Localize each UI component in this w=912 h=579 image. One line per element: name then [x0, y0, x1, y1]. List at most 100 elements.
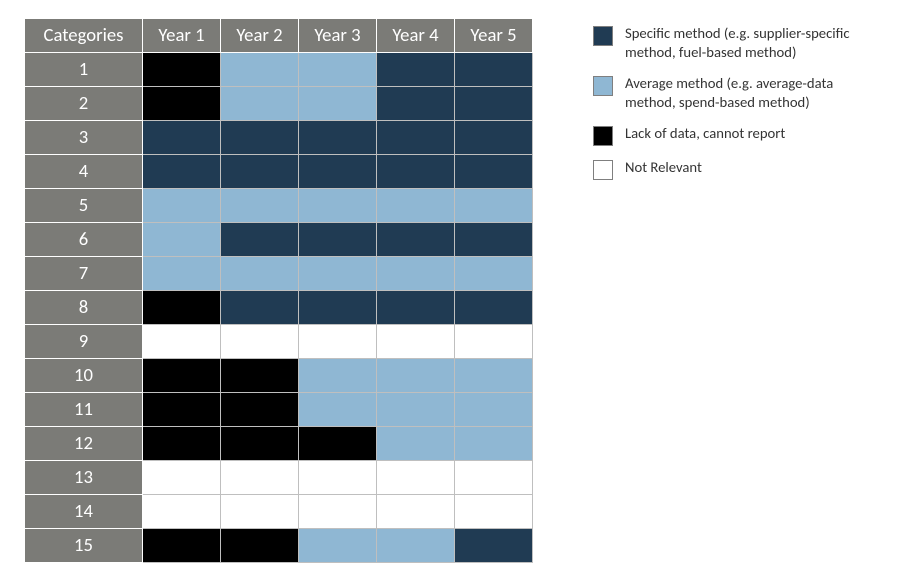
heatmap-cell [221, 393, 299, 427]
row-label: 9 [25, 325, 143, 359]
heatmap-cell [455, 189, 533, 223]
row-header-title: Categories [25, 19, 143, 53]
row-label: 13 [25, 461, 143, 495]
col-header-year: Year 5 [455, 19, 533, 53]
row-label: 8 [25, 291, 143, 325]
heatmap-cell [377, 325, 455, 359]
row-label: 14 [25, 495, 143, 529]
table-row: 1 [25, 53, 533, 87]
heatmap-cell [143, 121, 221, 155]
heatmap-cell [299, 325, 377, 359]
heatmap-cell [377, 189, 455, 223]
table-row: 11 [25, 393, 533, 427]
heatmap-cell [221, 53, 299, 87]
heatmap-cell [455, 53, 533, 87]
legend-label: Specific method (e.g. supplier-specific … [625, 24, 853, 62]
heatmap-cell [299, 223, 377, 257]
heatmap-cell [143, 87, 221, 121]
table-row: 10 [25, 359, 533, 393]
row-label: 15 [25, 529, 143, 563]
legend-swatch [593, 26, 613, 46]
table-row: 14 [25, 495, 533, 529]
heatmap-cell [455, 87, 533, 121]
heatmap-table-wrap: Categories Year 1Year 2Year 3Year 4Year … [24, 18, 533, 561]
heatmap-cell [377, 427, 455, 461]
heatmap-cell [299, 189, 377, 223]
heatmap-cell [221, 257, 299, 291]
heatmap-cell [377, 529, 455, 563]
heatmap-cell [299, 87, 377, 121]
heatmap-cell [455, 359, 533, 393]
table-row: 9 [25, 325, 533, 359]
heatmap-cell [221, 495, 299, 529]
legend-item: Not Relevant [593, 158, 853, 180]
heatmap-cell [455, 393, 533, 427]
heatmap-cell [143, 53, 221, 87]
heatmap-cell [143, 495, 221, 529]
heatmap-cell [377, 155, 455, 189]
row-label: 6 [25, 223, 143, 257]
heatmap-cell [221, 291, 299, 325]
heatmap-cell [455, 529, 533, 563]
heatmap-cell [143, 257, 221, 291]
heatmap-cell [143, 325, 221, 359]
heatmap-cell [143, 461, 221, 495]
heatmap-cell [299, 393, 377, 427]
heatmap-cell [143, 189, 221, 223]
table-row: 2 [25, 87, 533, 121]
heatmap-cell [377, 121, 455, 155]
table-row: 13 [25, 461, 533, 495]
heatmap-cell [299, 155, 377, 189]
heatmap-cell [455, 121, 533, 155]
heatmap-cell [143, 393, 221, 427]
heatmap-cell [455, 223, 533, 257]
row-label: 2 [25, 87, 143, 121]
heatmap-cell [221, 121, 299, 155]
heatmap-cell [299, 495, 377, 529]
legend-swatch [593, 160, 613, 180]
table-row: 4 [25, 155, 533, 189]
heatmap-cell [299, 121, 377, 155]
legend: Specific method (e.g. supplier-specific … [593, 18, 853, 561]
heatmap-cell [455, 427, 533, 461]
heatmap-cell [377, 87, 455, 121]
col-header-year: Year 4 [377, 19, 455, 53]
legend-item: Average method (e.g. average-data method… [593, 74, 853, 112]
heatmap-cell [143, 529, 221, 563]
header-row: Categories Year 1Year 2Year 3Year 4Year … [25, 19, 533, 53]
legend-label: Average method (e.g. average-data method… [625, 74, 853, 112]
heatmap-cell [143, 223, 221, 257]
table-row: 15 [25, 529, 533, 563]
heatmap-body: 123456789101112131415 [25, 53, 533, 563]
heatmap-cell [455, 291, 533, 325]
heatmap-cell [455, 325, 533, 359]
legend-item: Lack of data, cannot report [593, 124, 853, 146]
legend-label: Lack of data, cannot report [625, 124, 785, 143]
row-label: 11 [25, 393, 143, 427]
heatmap-cell [143, 291, 221, 325]
heatmap-cell [377, 393, 455, 427]
heatmap-cell [221, 325, 299, 359]
legend-swatch [593, 76, 613, 96]
table-row: 5 [25, 189, 533, 223]
heatmap-cell [455, 257, 533, 291]
row-label: 5 [25, 189, 143, 223]
heatmap-cell [143, 427, 221, 461]
heatmap-cell [221, 189, 299, 223]
row-label: 12 [25, 427, 143, 461]
table-row: 6 [25, 223, 533, 257]
row-label: 3 [25, 121, 143, 155]
heatmap-cell [221, 461, 299, 495]
table-row: 3 [25, 121, 533, 155]
heatmap-cell [299, 427, 377, 461]
heatmap-cell [377, 461, 455, 495]
heatmap-cell [221, 155, 299, 189]
heatmap-cell [221, 359, 299, 393]
table-row: 12 [25, 427, 533, 461]
row-label: 7 [25, 257, 143, 291]
col-header-year: Year 1 [143, 19, 221, 53]
heatmap-cell [377, 291, 455, 325]
heatmap-cell [299, 53, 377, 87]
heatmap-cell [377, 53, 455, 87]
row-label: 4 [25, 155, 143, 189]
